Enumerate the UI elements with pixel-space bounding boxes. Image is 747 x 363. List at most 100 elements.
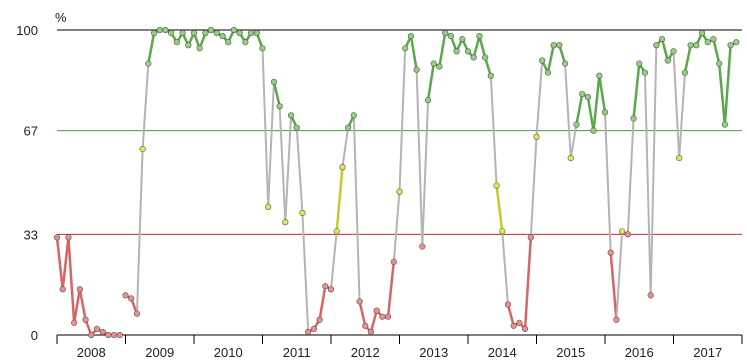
series-segment — [398, 47, 407, 193]
data-point — [253, 29, 260, 37]
series-segment — [472, 34, 481, 59]
data-point — [579, 90, 586, 98]
data-point — [219, 32, 226, 40]
data-point — [190, 29, 198, 37]
x-tick-label-2012: 2012 — [351, 345, 380, 360]
data-point — [105, 331, 112, 339]
data-point — [539, 57, 546, 64]
series-segment — [278, 105, 287, 224]
data-point — [624, 231, 631, 238]
data-point — [139, 145, 146, 153]
series-segment — [318, 284, 327, 321]
data-point — [213, 29, 220, 37]
x-tick-label-2016: 2016 — [625, 345, 654, 360]
series-segment — [564, 62, 572, 160]
data-point — [396, 188, 403, 195]
data-point — [93, 325, 101, 333]
data-point — [470, 54, 477, 61]
series-segment — [135, 147, 144, 315]
x-tick-label-2015: 2015 — [556, 345, 585, 360]
data-point — [727, 42, 734, 49]
data-point — [150, 29, 158, 37]
data-point — [282, 219, 289, 226]
data-point — [230, 26, 238, 34]
data-point — [733, 39, 740, 46]
series-segment — [341, 126, 350, 169]
data-point — [145, 60, 152, 67]
data-point — [693, 42, 700, 49]
data-point — [698, 29, 706, 37]
series-segment — [284, 114, 293, 224]
data-point — [293, 124, 300, 131]
series-segment — [483, 56, 493, 77]
data-point — [179, 29, 186, 37]
series-segment — [272, 80, 281, 108]
data-point — [88, 331, 95, 339]
data-point — [327, 286, 335, 293]
series-segment — [501, 230, 509, 306]
data-point — [716, 60, 723, 67]
data-point — [133, 310, 141, 317]
series-segment — [586, 95, 595, 132]
data-point — [242, 39, 249, 46]
series-segment — [478, 34, 487, 59]
data-point — [333, 228, 340, 235]
data-point — [636, 60, 643, 67]
data-point — [185, 42, 192, 49]
data-point — [607, 249, 614, 256]
series-segment — [615, 230, 624, 321]
data-point — [276, 103, 283, 110]
data-point — [259, 45, 266, 52]
series-segment — [421, 99, 430, 248]
data-point — [430, 60, 437, 67]
data-point — [499, 228, 506, 235]
data-point — [402, 45, 409, 52]
data-point — [504, 301, 512, 308]
data-point — [459, 36, 466, 43]
series-segment — [369, 309, 378, 334]
series-segment — [712, 37, 721, 65]
data-point — [676, 155, 683, 162]
series-segment — [626, 117, 635, 236]
x-tick-label-2017: 2017 — [693, 345, 722, 360]
series-segment — [61, 236, 70, 291]
data-point — [516, 319, 523, 326]
series-segment — [723, 44, 732, 126]
series-segment — [604, 111, 612, 254]
data-point — [601, 109, 609, 116]
data-point — [367, 328, 375, 336]
x-axis: 2008 2009 2010 2011 2012 2013 2014 2015 2016 2017 — [56, 334, 743, 360]
data-point — [208, 26, 215, 34]
series-segment — [415, 68, 424, 248]
data-point — [681, 69, 689, 76]
x-tick-label-2011: 2011 — [283, 345, 311, 360]
data-point — [373, 307, 380, 314]
data-point — [305, 328, 312, 336]
data-point — [196, 45, 203, 52]
data-point — [316, 316, 323, 323]
series-points — [53, 26, 740, 339]
data-point — [110, 331, 118, 339]
data-point — [590, 127, 597, 134]
data-point — [436, 63, 443, 70]
data-point — [721, 121, 728, 128]
data-point — [168, 29, 175, 37]
data-point — [345, 124, 352, 131]
series-segment — [546, 44, 555, 74]
data-point — [527, 234, 534, 241]
data-point — [482, 54, 489, 61]
data-point — [658, 36, 666, 43]
data-point — [567, 155, 574, 162]
x-tick-label-2008: 2008 — [77, 345, 106, 360]
data-point — [71, 319, 78, 326]
data-point — [122, 292, 129, 299]
series-segment — [426, 62, 435, 102]
data-point — [82, 316, 89, 323]
series-segment — [569, 123, 578, 160]
series-segment — [529, 135, 538, 239]
series-segment — [649, 44, 658, 297]
data-point — [630, 115, 637, 122]
data-point — [476, 32, 483, 40]
y-axis: 0 33 67 100 — [16, 23, 38, 343]
